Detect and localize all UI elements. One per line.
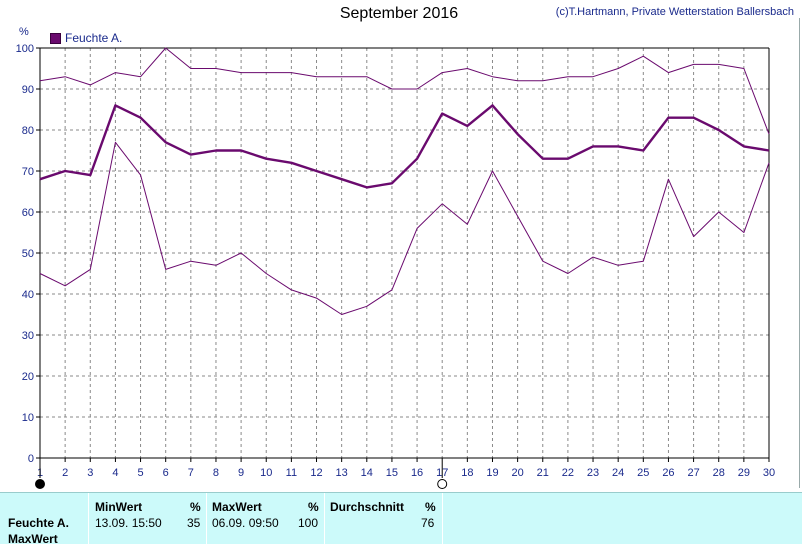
y-tick-label: 90 [22, 84, 34, 96]
x-tick-label: 16 [411, 467, 423, 479]
x-tick-label: 24 [612, 467, 624, 479]
x-tick-label: 19 [486, 467, 498, 479]
x-tick-label: 30 [763, 467, 775, 479]
avg-unit: % [425, 500, 436, 514]
min-unit: % [190, 500, 201, 514]
x-tick-label: 22 [562, 467, 574, 479]
min-value: 35 [187, 516, 201, 530]
x-tick-label: 12 [310, 467, 322, 479]
x-tick-label: 15 [386, 467, 398, 479]
chart-area: 0102030405060708090100123456789101112131… [16, 5, 802, 489]
marker-open [437, 479, 448, 489]
right-edge [799, 18, 802, 488]
marker-filled [35, 479, 45, 489]
x-tick-label: 10 [260, 467, 272, 479]
legend: Feuchte A. [50, 31, 122, 45]
x-tick-label: 5 [137, 467, 143, 479]
y-tick-label: 0 [28, 453, 34, 465]
x-tick-label: 25 [637, 467, 649, 479]
x-tick-label: 14 [361, 467, 373, 479]
min-header: MinWert [95, 500, 143, 514]
legend-label: Feuchte A. [65, 31, 123, 45]
series-line-min [39, 141, 770, 315]
y-tick-label: 100 [16, 43, 34, 55]
divider [442, 493, 443, 544]
stats-panel: Feuchte A. MaxWert MinWert % 13.09. 15:5… [0, 492, 802, 546]
chart-title: September 2016 [339, 5, 459, 22]
divider [206, 493, 207, 544]
divider [324, 493, 325, 544]
y-tick-label: 20 [22, 371, 34, 383]
x-tick-label: 11 [286, 467, 297, 479]
y-unit-label: % [19, 26, 29, 38]
x-tick-label: 26 [662, 467, 674, 479]
x-tick-label: 6 [163, 467, 169, 479]
x-tick-label: 2 [62, 467, 68, 479]
x-tick-label: 8 [213, 467, 219, 479]
avg-value: 76 [421, 516, 435, 530]
humidity-chart: 0102030405060708090100123456789101112131… [16, 43, 775, 489]
y-tick-label: 10 [22, 412, 34, 424]
y-tick-label: 40 [22, 289, 34, 301]
x-tick-label: 29 [738, 467, 750, 479]
min-date: 13.09. 15:50 [95, 516, 162, 530]
x-tick-label: 23 [587, 467, 599, 479]
y-tick-label: 70 [22, 166, 34, 178]
y-tick-label: 60 [22, 207, 34, 219]
max-unit: % [308, 500, 319, 514]
max-date: 06.09. 09:50 [212, 516, 279, 530]
x-tick-label: 27 [687, 467, 699, 479]
stats-row-label: Feuchte A. [8, 516, 69, 530]
x-tick-label: 4 [112, 467, 118, 479]
x-tick-label: 18 [461, 467, 473, 479]
max-value: 100 [298, 516, 319, 530]
y-tick-label: 50 [22, 248, 34, 260]
credit-text: (c)T.Hartmann, Private Wetterstation Bal… [555, 6, 794, 18]
x-tick-label: 20 [511, 467, 523, 479]
x-tick-label: 13 [336, 467, 348, 479]
divider [88, 493, 89, 544]
x-tick-label: 21 [537, 467, 549, 479]
series-line-max [39, 47, 770, 135]
legend-swatch [50, 32, 61, 44]
y-tick-label: 30 [22, 330, 34, 342]
x-tick-label: 7 [188, 467, 194, 479]
y-tick-label: 80 [22, 125, 34, 137]
series-line-average [39, 104, 770, 189]
x-tick-label: 9 [238, 467, 244, 479]
stats-row-label-2: MaxWert [8, 532, 58, 546]
x-tick-label: 3 [87, 467, 93, 479]
x-tick-label: 28 [713, 467, 725, 479]
avg-header: Durchschnitt [330, 500, 405, 514]
max-header: MaxWert [212, 500, 262, 514]
